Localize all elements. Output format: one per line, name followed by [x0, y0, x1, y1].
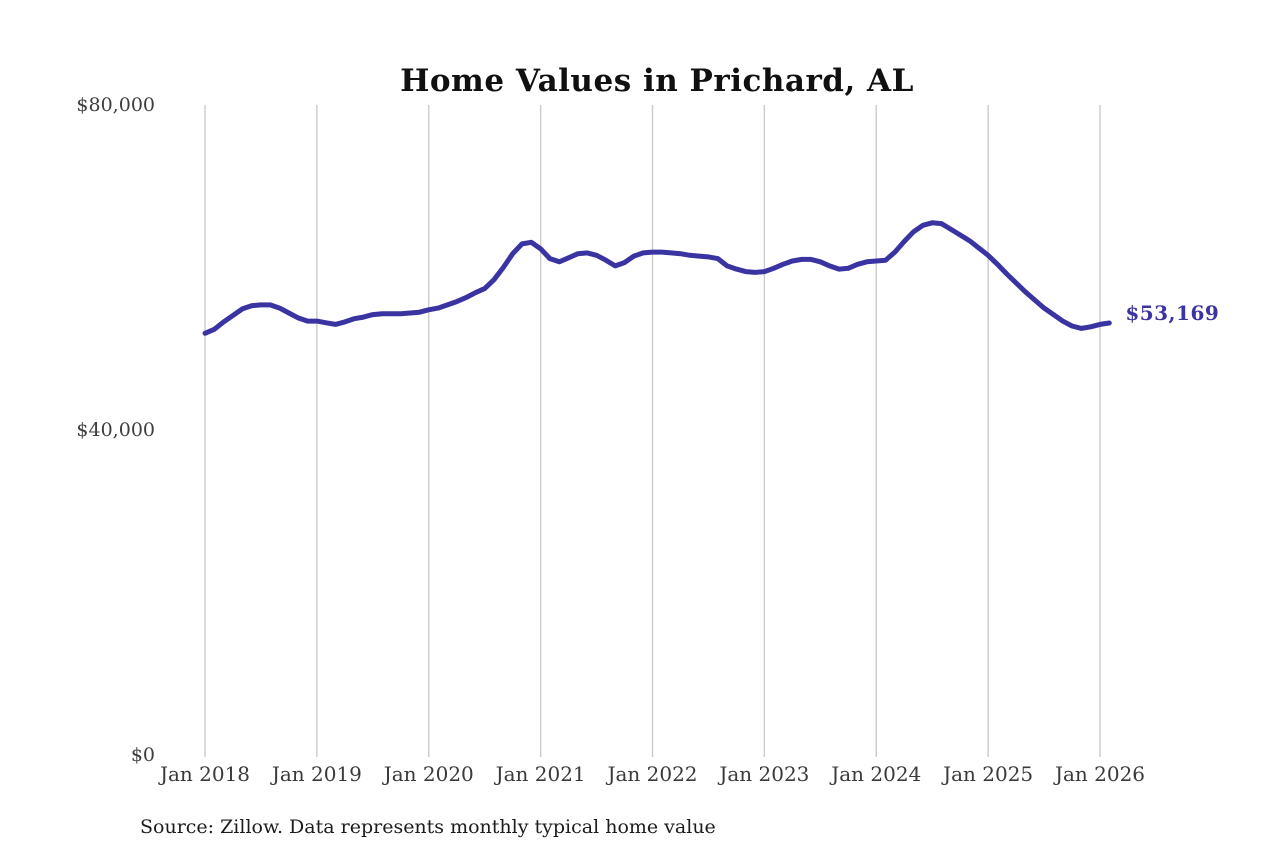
x-tick-label: Jan 2018: [159, 762, 251, 786]
y-tick-label: $40,000: [76, 419, 155, 441]
x-tick-label: Jan 2019: [271, 762, 362, 786]
x-tick-label: Jan 2022: [607, 762, 698, 786]
latest-value-label: $53,169: [1125, 301, 1220, 325]
y-tick-label: $0: [130, 744, 155, 766]
x-tick-label: Jan 2023: [719, 762, 810, 786]
y-tick-label: $80,000: [76, 94, 155, 116]
x-tick-label: Jan 2026: [1054, 762, 1146, 786]
x-tick-label: Jan 2024: [831, 762, 922, 786]
page-title: Home Values in Prichard, AL: [400, 62, 914, 99]
x-tick-label: Jan 2020: [383, 762, 474, 786]
x-tick-label: Jan 2021: [495, 762, 586, 786]
gridline-group: [204, 105, 1101, 757]
source-note: Source: Zillow. Data represents monthly …: [140, 816, 716, 838]
home-value-line: [202, 220, 1112, 336]
x-tick-label: Jan 2025: [943, 762, 1034, 786]
